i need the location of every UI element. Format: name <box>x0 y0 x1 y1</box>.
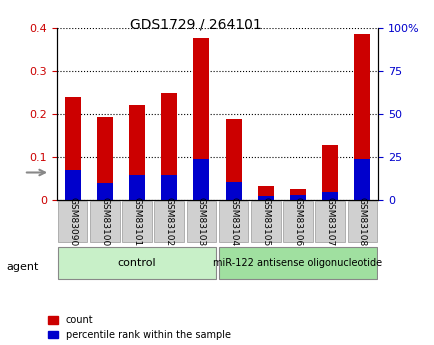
FancyBboxPatch shape <box>283 201 312 242</box>
Bar <box>257 196 273 200</box>
FancyBboxPatch shape <box>58 201 87 242</box>
FancyBboxPatch shape <box>90 201 119 242</box>
FancyBboxPatch shape <box>315 201 344 242</box>
Bar <box>97 183 113 200</box>
Bar <box>193 38 209 200</box>
Bar <box>65 170 81 200</box>
Bar <box>225 181 241 200</box>
Text: GSM83105: GSM83105 <box>261 197 270 246</box>
FancyBboxPatch shape <box>218 247 376 279</box>
Bar <box>321 145 338 200</box>
Text: GSM83102: GSM83102 <box>164 197 173 246</box>
Bar <box>289 189 305 200</box>
Bar <box>225 119 241 200</box>
Bar <box>321 193 338 200</box>
Text: GSM83100: GSM83100 <box>100 197 109 246</box>
Bar <box>97 117 113 200</box>
Bar <box>289 195 305 200</box>
Text: GSM83107: GSM83107 <box>325 197 334 246</box>
Text: agent: agent <box>7 263 39 272</box>
Bar <box>353 34 369 200</box>
Text: GSM83104: GSM83104 <box>229 197 237 246</box>
Text: GSM83101: GSM83101 <box>132 197 141 246</box>
Text: control: control <box>118 258 156 268</box>
FancyBboxPatch shape <box>122 201 151 242</box>
FancyBboxPatch shape <box>186 201 216 242</box>
FancyBboxPatch shape <box>218 201 248 242</box>
Text: miR-122 antisense oligonucleotide: miR-122 antisense oligonucleotide <box>213 258 381 268</box>
Bar <box>161 93 177 200</box>
Legend: count, percentile rank within the sample: count, percentile rank within the sample <box>48 315 230 340</box>
Bar <box>128 105 145 200</box>
Bar <box>257 186 273 200</box>
FancyBboxPatch shape <box>58 247 216 279</box>
Bar <box>193 159 209 200</box>
Text: GDS1729 / 264101: GDS1729 / 264101 <box>130 17 261 31</box>
Text: GSM83103: GSM83103 <box>197 197 205 246</box>
Bar <box>65 97 81 200</box>
FancyBboxPatch shape <box>250 201 280 242</box>
Bar <box>353 159 369 200</box>
FancyBboxPatch shape <box>347 201 376 242</box>
Bar <box>128 175 145 200</box>
FancyBboxPatch shape <box>154 201 184 242</box>
Bar <box>161 175 177 200</box>
Text: GSM83090: GSM83090 <box>68 197 77 246</box>
Text: GSM83106: GSM83106 <box>293 197 302 246</box>
Text: GSM83108: GSM83108 <box>357 197 366 246</box>
